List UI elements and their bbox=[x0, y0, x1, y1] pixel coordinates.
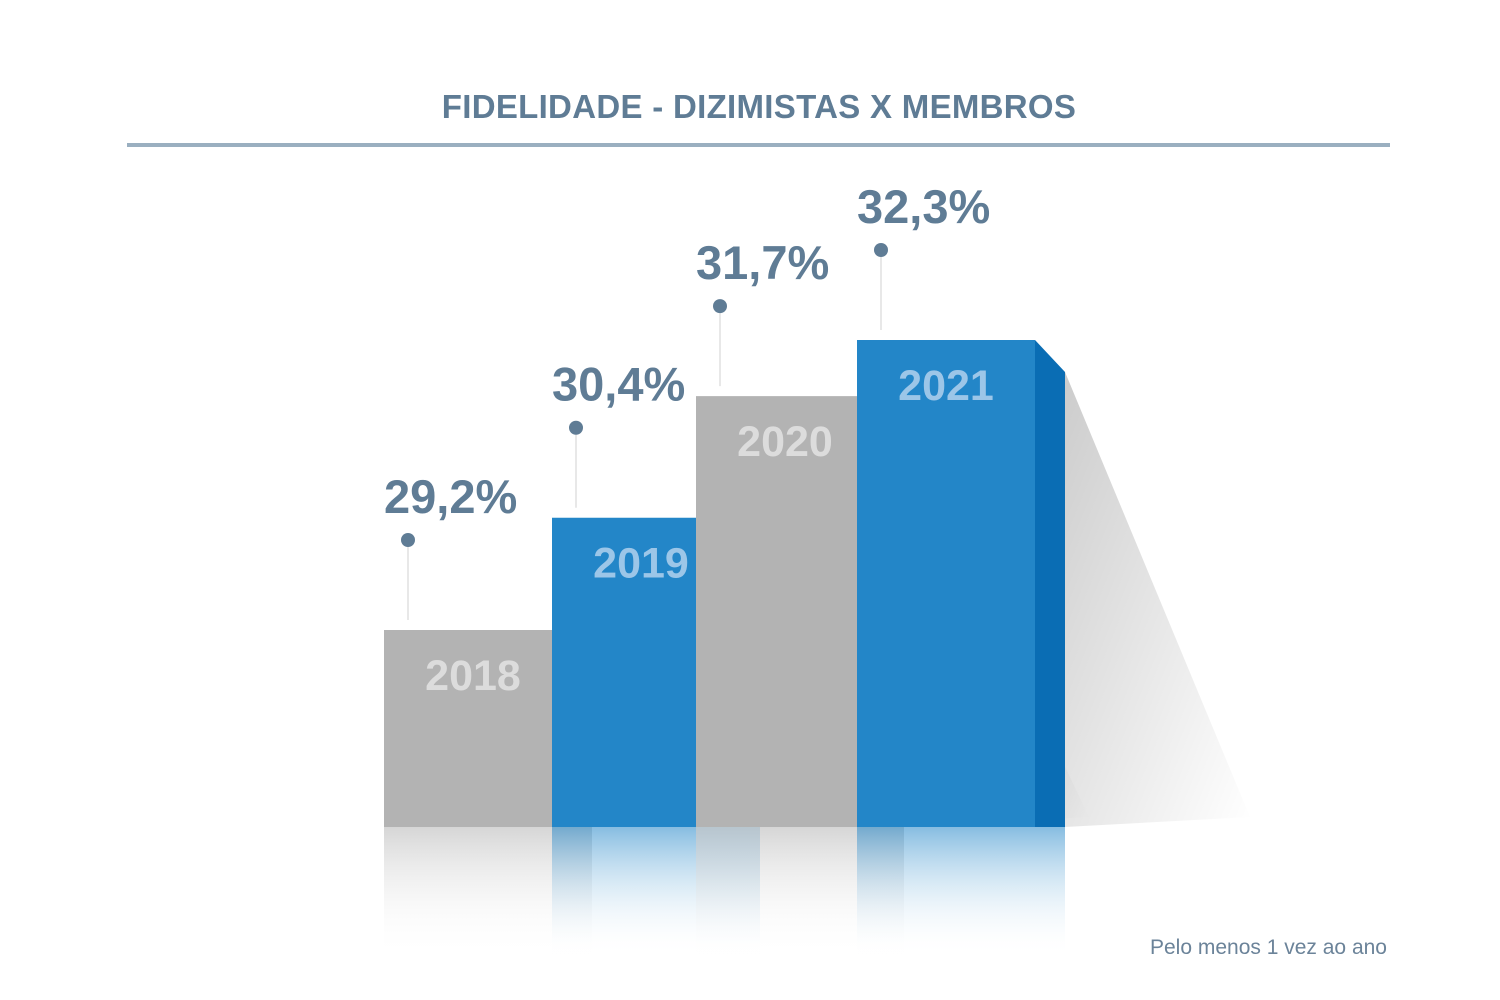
title-divider bbox=[127, 143, 1390, 147]
value-label-2020: 31,7% bbox=[696, 236, 829, 289]
bars bbox=[384, 340, 1065, 827]
bar-side-2021 bbox=[1035, 340, 1065, 827]
bar-2020 bbox=[696, 396, 874, 827]
value-dot-2018 bbox=[401, 533, 415, 547]
bar-year-label-2021: 2021 bbox=[898, 362, 994, 410]
value-leaders bbox=[401, 243, 888, 620]
value-label-2018: 29,2% bbox=[384, 470, 517, 523]
value-dot-2021 bbox=[874, 243, 888, 257]
bar-year-label-2019: 2019 bbox=[593, 540, 689, 588]
bar-reflections bbox=[384, 827, 1065, 957]
value-dot-2019 bbox=[569, 420, 583, 435]
value-label-2019: 30,4% bbox=[552, 358, 685, 411]
bar-year-label-2018: 2018 bbox=[425, 652, 521, 700]
labels: 2018 29,2% 2019 30,4% 2020 31,7% 2021 32,3% bbox=[384, 180, 994, 700]
bar-shadow-2021 bbox=[1065, 372, 1250, 827]
bar-2021 bbox=[857, 340, 1035, 827]
bar-2018 bbox=[384, 630, 562, 827]
chart-title: FIDELIDADE - DIZIMISTAS X MEMBROS bbox=[441, 88, 1077, 125]
footnote: Pelo menos 1 vez ao ano bbox=[1150, 936, 1387, 959]
bar-year-label-2020: 2020 bbox=[737, 418, 833, 466]
value-dot-2020 bbox=[713, 299, 727, 314]
value-label-2021: 32,3% bbox=[857, 180, 990, 233]
bar-reflection-2021 bbox=[857, 827, 1065, 957]
